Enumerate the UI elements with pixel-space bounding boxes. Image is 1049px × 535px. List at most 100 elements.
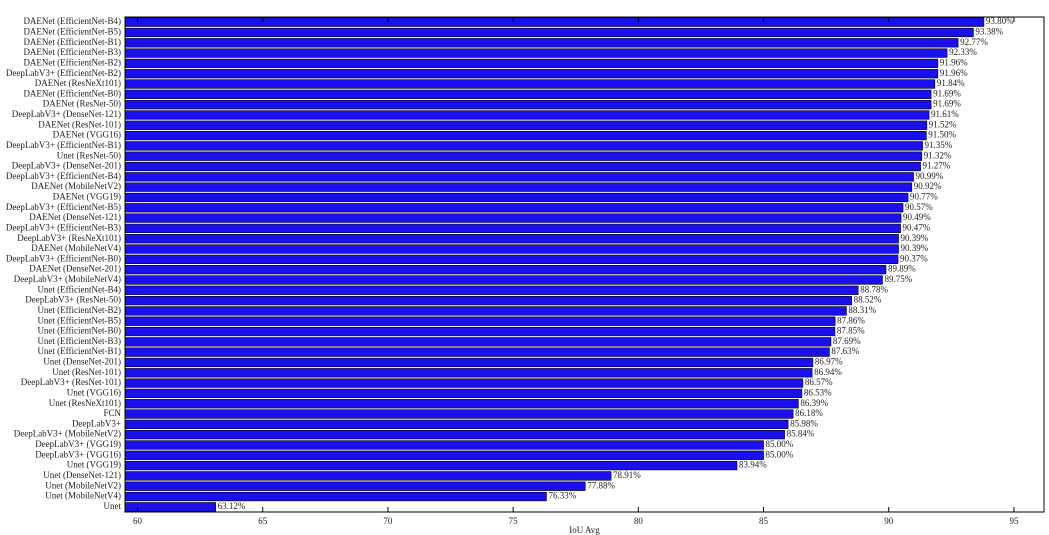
value-label: 87.86%	[837, 315, 865, 325]
value-label: 93.80%	[986, 16, 1014, 26]
category-label: DAENet (ResNet-101)	[38, 119, 121, 129]
category-label: DAENet (MobileNetV4)	[31, 243, 121, 253]
x-tick-label: 90	[884, 516, 894, 526]
value-label: 86.97%	[815, 357, 843, 367]
category-label: DeepLabV3+ (EfficientNet-B2)	[6, 68, 121, 78]
bar	[124, 347, 830, 357]
bar	[124, 460, 738, 471]
value-label: 91.61%	[931, 109, 959, 119]
value-label: 91.96%	[940, 68, 968, 78]
category-label: Unet (VGG19)	[67, 460, 121, 470]
bar	[124, 110, 930, 120]
bar	[124, 79, 936, 89]
value-label: 77.88%	[587, 480, 615, 490]
bar	[124, 491, 547, 502]
x-axis-ticks-group: 60 65 70 75 80 85 90 95	[133, 17, 1019, 526]
category-label: Unet (EfficientNet-B3)	[37, 336, 121, 346]
bar	[124, 388, 803, 399]
category-label: DAENet (EfficientNet-B2)	[23, 57, 121, 67]
category-label: DeepLabV3+ (EfficientNet-B4)	[6, 171, 121, 181]
category-label: DAENet (EfficientNet-B0)	[23, 88, 121, 98]
bar	[124, 419, 789, 429]
bar	[124, 275, 883, 285]
value-label: 90.39%	[901, 243, 929, 253]
x-axis-title: IoU Avg	[569, 525, 600, 535]
category-label: DeepLabV3+	[72, 418, 121, 428]
bar	[124, 100, 932, 110]
category-label: DeepLabV3+ (MobileNetV2)	[14, 429, 121, 439]
bar	[124, 69, 939, 79]
value-label: 90.37%	[900, 253, 928, 263]
category-labels-group: DAENet (EfficientNet-B4) DAENet (Efficien…	[6, 16, 122, 511]
value-label: 90.39%	[901, 233, 929, 243]
bar	[124, 17, 985, 27]
value-label: 87.85%	[837, 326, 865, 336]
bar	[124, 368, 813, 378]
value-label: 91.52%	[929, 119, 957, 129]
category-label: DeepLabV3+ (EfficientNet-B5)	[6, 202, 121, 212]
bar	[124, 254, 899, 264]
bar	[124, 326, 836, 337]
bar	[124, 58, 939, 69]
value-label: 89.75%	[884, 274, 912, 284]
bar	[124, 27, 974, 38]
bar	[124, 172, 914, 182]
value-label: 90.57%	[905, 202, 933, 212]
bar	[124, 399, 799, 409]
value-label: 91.84%	[937, 78, 965, 88]
bar	[124, 161, 921, 172]
category-label: Unet (EfficientNet-B5)	[37, 315, 121, 325]
bar	[124, 234, 899, 244]
x-tick-label: 70	[383, 516, 393, 526]
value-label: 91.69%	[933, 99, 961, 109]
value-label: 91.27%	[923, 161, 951, 171]
category-label: DeepLabV3+ (MobileNetV4)	[14, 274, 121, 284]
value-label: 88.31%	[848, 305, 876, 315]
x-tick-label: 85	[759, 516, 769, 526]
category-label: Unet (EfficientNet-B1)	[37, 346, 121, 356]
bar	[124, 471, 612, 481]
value-label: 85.00%	[766, 439, 794, 449]
x-tick-label: 60	[133, 516, 143, 526]
value-label: 90.77%	[910, 192, 938, 202]
bar	[124, 244, 899, 254]
value-label: 88.52%	[854, 295, 882, 305]
value-label: 85.84%	[787, 429, 815, 439]
category-label: DeepLabV3+ (EfficientNet-B3)	[6, 222, 121, 232]
bar	[124, 295, 852, 306]
bar	[124, 316, 836, 326]
value-label: 91.69%	[933, 88, 961, 98]
bar	[124, 151, 923, 161]
category-label: Unet (DenseNet-201)	[43, 357, 121, 367]
bar	[124, 481, 586, 491]
bar	[124, 203, 904, 213]
value-label: 90.92%	[914, 181, 942, 191]
bar	[124, 89, 932, 99]
category-label: DeepLabV3+ (ResNeXt101)	[17, 233, 121, 243]
value-label: 92.77%	[960, 37, 988, 47]
category-label: DAENet (EfficientNet-B4)	[23, 16, 121, 26]
bar	[124, 357, 814, 368]
value-label: 85.00%	[766, 449, 794, 459]
x-tick-label: 65	[258, 516, 268, 526]
value-label: 90.49%	[903, 212, 931, 222]
category-label: DeepLabV3+ (VGG16)	[35, 449, 121, 459]
value-label: 86.53%	[804, 387, 832, 397]
value-label: 83.94%	[739, 460, 767, 470]
category-label: DAENet (MobileNetV2)	[31, 181, 121, 191]
value-label: 87.69%	[833, 336, 861, 346]
value-label: 88.78%	[860, 284, 888, 294]
plot-frame	[124, 16, 1045, 513]
value-label: 86.18%	[795, 408, 823, 418]
bar	[124, 141, 923, 151]
category-label: Unet (MobileNetV4)	[45, 491, 121, 501]
category-label: Unet (ResNet-101)	[52, 367, 121, 377]
category-label: DeepLabV3+ (EfficientNet-B1)	[6, 140, 121, 150]
category-label: DAENet (ResNet-50)	[43, 99, 121, 109]
bar	[124, 430, 785, 440]
category-label: DAENet (DenseNet-121)	[29, 212, 121, 222]
category-label: Unet (EfficientNet-B0)	[37, 326, 121, 336]
bar	[124, 440, 764, 450]
bar	[124, 213, 902, 223]
value-label: 92.33%	[949, 47, 977, 57]
